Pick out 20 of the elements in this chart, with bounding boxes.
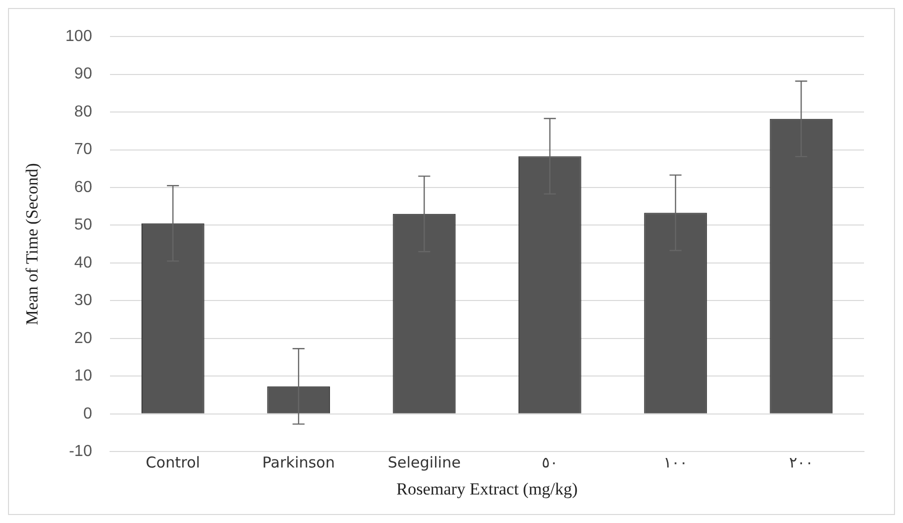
x-tick-label: ٢٠٠: [789, 453, 814, 472]
y-tick-label: 30: [74, 292, 92, 310]
y-tick-label: 70: [74, 141, 92, 158]
y-tick-label: 10: [74, 368, 92, 385]
y-tick-label: 90: [74, 66, 92, 83]
x-tick-label: Selegiline: [388, 453, 461, 472]
y-tick-label: -10: [68, 443, 92, 460]
x-tick-label: ٥٠: [542, 453, 558, 472]
y-tick-label: 60: [74, 178, 92, 196]
x-tick-label: Control: [146, 453, 200, 472]
y-axis-title: Mean of Time (Second): [22, 163, 42, 326]
y-tick-label: 0: [83, 405, 92, 422]
y-tick-label: 80: [74, 103, 92, 120]
x-tick-label: ١٠٠: [663, 453, 688, 472]
y-tick-label: 100: [65, 28, 92, 46]
x-tick-label: Parkinson: [262, 453, 335, 472]
x-axis-title: Rosemary Extract (mg/kg): [396, 479, 578, 498]
y-tick-label: 50: [74, 216, 92, 234]
y-tick-label: 40: [74, 254, 92, 272]
y-tick-label: 20: [74, 330, 92, 347]
